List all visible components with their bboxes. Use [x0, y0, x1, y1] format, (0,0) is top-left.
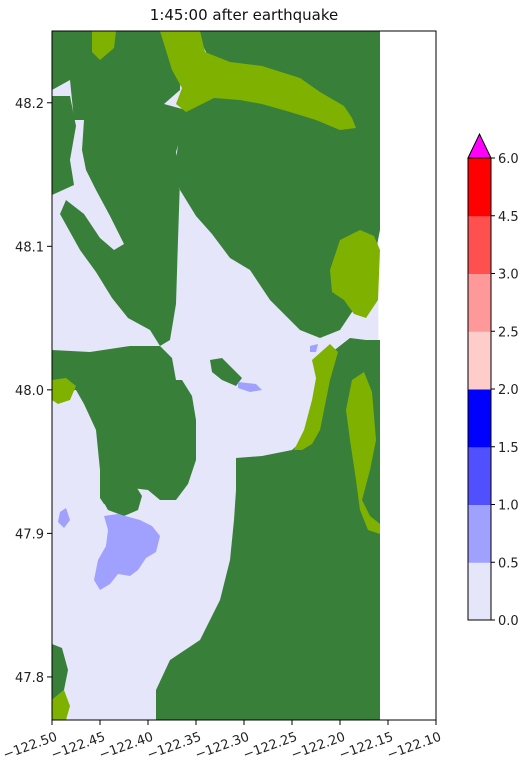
- colorbar-segment: [468, 273, 491, 332]
- land-mass: [156, 338, 380, 720]
- land-mass: [100, 474, 142, 516]
- colorbar-tick-label: 4.5: [498, 210, 519, 225]
- y-tick-label: 47.8: [15, 671, 44, 686]
- inundated-land: [160, 31, 356, 130]
- colorbar-segment: [468, 331, 491, 390]
- colorbar-segment: [468, 504, 491, 563]
- x-tick-label: −122.40: [97, 730, 155, 763]
- colorbar-segment: [468, 562, 491, 621]
- flood-depth-region: [58, 508, 70, 528]
- colorbar-segment: [468, 158, 491, 217]
- inundated-land: [346, 372, 380, 534]
- land-mass: [60, 31, 186, 346]
- y-tick-label: 48.1: [15, 240, 44, 255]
- inundated-land: [92, 31, 116, 60]
- x-tick-label: −122.50: [1, 730, 59, 763]
- colorbar-segment: [468, 215, 491, 274]
- inundated-land: [294, 344, 338, 450]
- colorbar-segment: [468, 389, 491, 448]
- inundated-land: [330, 230, 380, 318]
- x-tick-label: −122.35: [145, 730, 203, 763]
- colorbar-segment: [468, 446, 491, 505]
- colorbar-tick-label: 0.0: [498, 614, 519, 629]
- x-tick-label: −122.10: [385, 730, 443, 763]
- land-mass: [210, 358, 242, 386]
- land-mass: [52, 644, 68, 700]
- colorbar-tick-label: 3.0: [498, 268, 519, 283]
- flood-depth-region: [310, 344, 318, 352]
- chart-title: 1:45:00 after earthquake: [150, 6, 338, 24]
- flood-depth-region: [94, 514, 160, 590]
- colorbar-tick-label: 2.0: [498, 383, 519, 398]
- colorbar-tick-label: 0.5: [498, 556, 519, 571]
- colorbar-tick-label: 2.5: [498, 325, 519, 340]
- x-tick-label: −122.20: [289, 730, 347, 763]
- land-mass: [52, 346, 196, 504]
- flood-depth-region: [238, 382, 262, 392]
- colorbar-extend-arrow: [467, 132, 492, 159]
- x-tick-label: −122.15: [337, 730, 395, 763]
- y-tick-label: 48.2: [15, 97, 44, 112]
- colorbar: 0.0 0.5 1.0 1.5 2.0 2.5 3.0 4.5 6.0: [467, 132, 519, 629]
- colorbar-tick-label: 1.0: [498, 499, 519, 514]
- land-mass: [52, 96, 76, 195]
- y-tick-label: 48.0: [15, 384, 44, 399]
- x-axis: −122.50−122.45−122.40−122.35−122.30−122.…: [1, 720, 443, 763]
- x-tick-label: −122.45: [49, 730, 107, 763]
- y-tick-label: 47.9: [15, 527, 44, 542]
- inundated-land: [52, 690, 70, 720]
- colorbar-tick-label: 6.0: [498, 152, 519, 167]
- y-axis: 47.8 47.9 48.0 48.1 48.2: [15, 97, 52, 686]
- x-tick-label: −122.25: [241, 730, 299, 763]
- colorbar-tick-label: 1.5: [498, 441, 519, 456]
- inundated-land: [52, 378, 76, 404]
- x-tick-label: −122.30: [193, 730, 251, 763]
- plot-area: [52, 31, 436, 720]
